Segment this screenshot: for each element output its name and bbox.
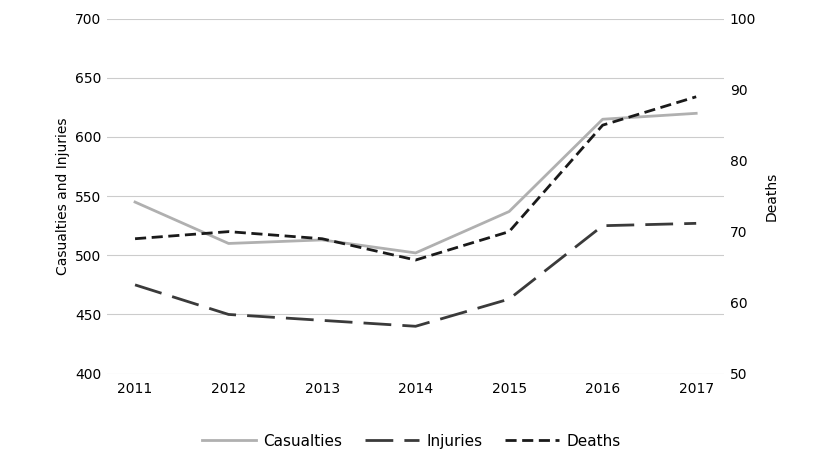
Line: Casualties: Casualties: [135, 113, 696, 253]
Casualties: [224, 241, 234, 246]
Deaths: [691, 94, 701, 99]
Casualties: [691, 111, 701, 116]
Injuries: [597, 223, 607, 228]
Injuries: [317, 318, 327, 323]
Deaths: [224, 229, 234, 234]
Casualties: [504, 209, 514, 214]
Injuries: [224, 311, 234, 317]
Y-axis label: Deaths: Deaths: [765, 171, 779, 221]
Injuries: [411, 324, 421, 329]
Casualties: [130, 199, 140, 205]
Casualties: [597, 116, 607, 122]
Injuries: [504, 296, 514, 302]
Deaths: [317, 236, 327, 241]
Line: Injuries: Injuries: [135, 223, 696, 326]
Y-axis label: Casualties and Injuries: Casualties and Injuries: [55, 117, 69, 275]
Legend: Casualties, Injuries, Deaths: Casualties, Injuries, Deaths: [196, 427, 627, 455]
Line: Deaths: Deaths: [135, 97, 696, 260]
Casualties: [411, 250, 421, 256]
Injuries: [130, 282, 140, 288]
Casualties: [317, 237, 327, 243]
Deaths: [597, 122, 607, 128]
Injuries: [691, 220, 701, 226]
Deaths: [411, 257, 421, 263]
Deaths: [130, 236, 140, 241]
Deaths: [504, 229, 514, 234]
